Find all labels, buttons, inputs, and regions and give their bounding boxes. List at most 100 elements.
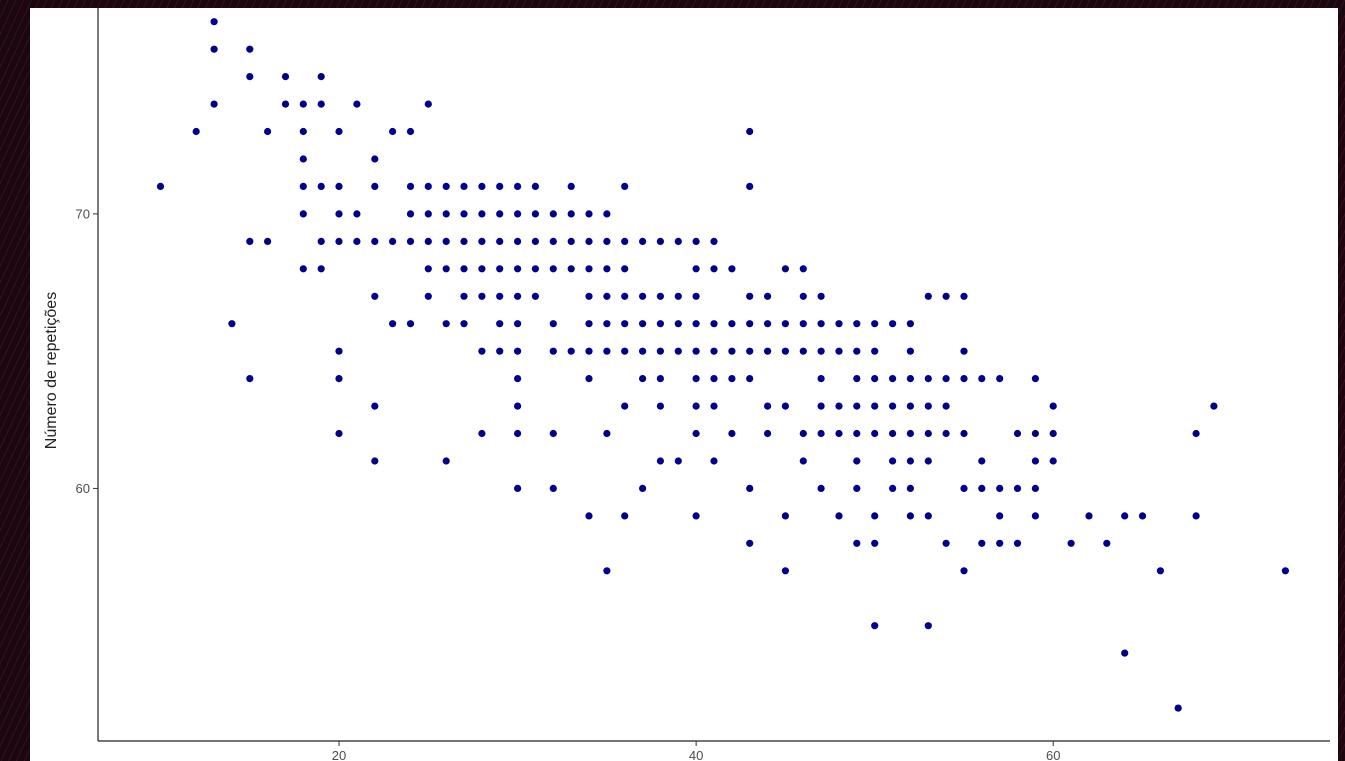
data-point (781, 265, 790, 273)
y-tick-label: 70 (76, 206, 90, 221)
data-point (639, 347, 647, 355)
data-point (889, 457, 897, 465)
data-point (317, 100, 325, 108)
data-point (746, 182, 754, 190)
data-point (799, 429, 807, 438)
data-point (728, 347, 736, 355)
data-point (639, 320, 647, 328)
data-point (674, 457, 682, 465)
data-point (585, 237, 593, 245)
data-point (710, 375, 718, 383)
data-point (389, 237, 397, 245)
data-point (942, 292, 950, 300)
data-point (496, 237, 504, 245)
data-point (406, 182, 415, 190)
data-point (710, 402, 718, 410)
data-point (996, 375, 1004, 383)
data-point (210, 18, 218, 26)
data-point (353, 100, 361, 108)
data-point (496, 292, 504, 300)
data-point (853, 320, 861, 328)
data-point (960, 567, 968, 575)
data-point (585, 292, 593, 300)
data-point (531, 182, 539, 190)
data-point (764, 429, 772, 438)
data-point (317, 73, 325, 81)
data-point (478, 347, 486, 355)
data-point (906, 512, 915, 520)
data-point (371, 237, 379, 245)
data-point (656, 237, 665, 245)
data-point (496, 347, 504, 355)
data-point (996, 539, 1004, 547)
data-point (871, 402, 879, 410)
data-point (853, 457, 861, 465)
data-point (299, 155, 307, 163)
data-point (246, 45, 254, 53)
data-point (514, 429, 522, 438)
data-point (835, 429, 843, 438)
data-point (424, 265, 432, 273)
data-point (746, 539, 754, 547)
data-point (799, 347, 807, 355)
data-point (603, 265, 611, 273)
data-point (478, 182, 486, 190)
data-point (728, 429, 736, 438)
scatter-chart: 60 70 20 40 60 Número de repetições (43, 8, 1330, 761)
data-point (567, 182, 575, 190)
data-point (924, 457, 932, 465)
data-point (442, 457, 450, 465)
data-point (460, 320, 468, 328)
data-point (639, 375, 647, 383)
data-point (478, 429, 486, 438)
data-point (1049, 402, 1057, 410)
data-point (514, 347, 522, 355)
data-point (1049, 457, 1057, 465)
data-point (781, 347, 790, 355)
data-point (1067, 539, 1075, 547)
data-point (781, 512, 790, 520)
data-point (549, 210, 557, 218)
data-point (1031, 484, 1039, 492)
data-point (514, 237, 522, 245)
data-point (514, 484, 522, 492)
data-point (746, 347, 754, 355)
data-point (746, 320, 754, 328)
data-point (228, 320, 236, 328)
data-point (835, 402, 843, 410)
data-point (889, 429, 897, 438)
data-point (514, 292, 522, 300)
data-point (353, 237, 361, 245)
data-point (460, 237, 468, 245)
data-point (871, 539, 879, 547)
data-point (514, 402, 522, 410)
data-point (442, 320, 450, 328)
data-point (603, 567, 611, 575)
data-point (567, 265, 575, 273)
data-point (692, 512, 700, 520)
data-point (656, 320, 665, 328)
data-point (799, 292, 807, 300)
data-point (424, 182, 432, 190)
data-point (478, 237, 486, 245)
data-point (889, 375, 897, 383)
data-point (960, 429, 968, 438)
data-point (978, 375, 986, 383)
data-point (656, 457, 665, 465)
data-point (299, 127, 307, 136)
data-point (781, 567, 790, 575)
data-point (371, 457, 379, 465)
data-point (960, 484, 968, 492)
data-point (889, 320, 897, 328)
data-point (710, 265, 718, 273)
data-point (549, 237, 557, 245)
data-point (549, 429, 557, 438)
data-point (406, 237, 415, 245)
data-point (478, 210, 486, 218)
data-point (1121, 512, 1129, 520)
data-point (835, 512, 843, 520)
data-point (871, 375, 879, 383)
data-point (585, 347, 593, 355)
data-point (942, 402, 950, 410)
data-point (799, 457, 807, 465)
